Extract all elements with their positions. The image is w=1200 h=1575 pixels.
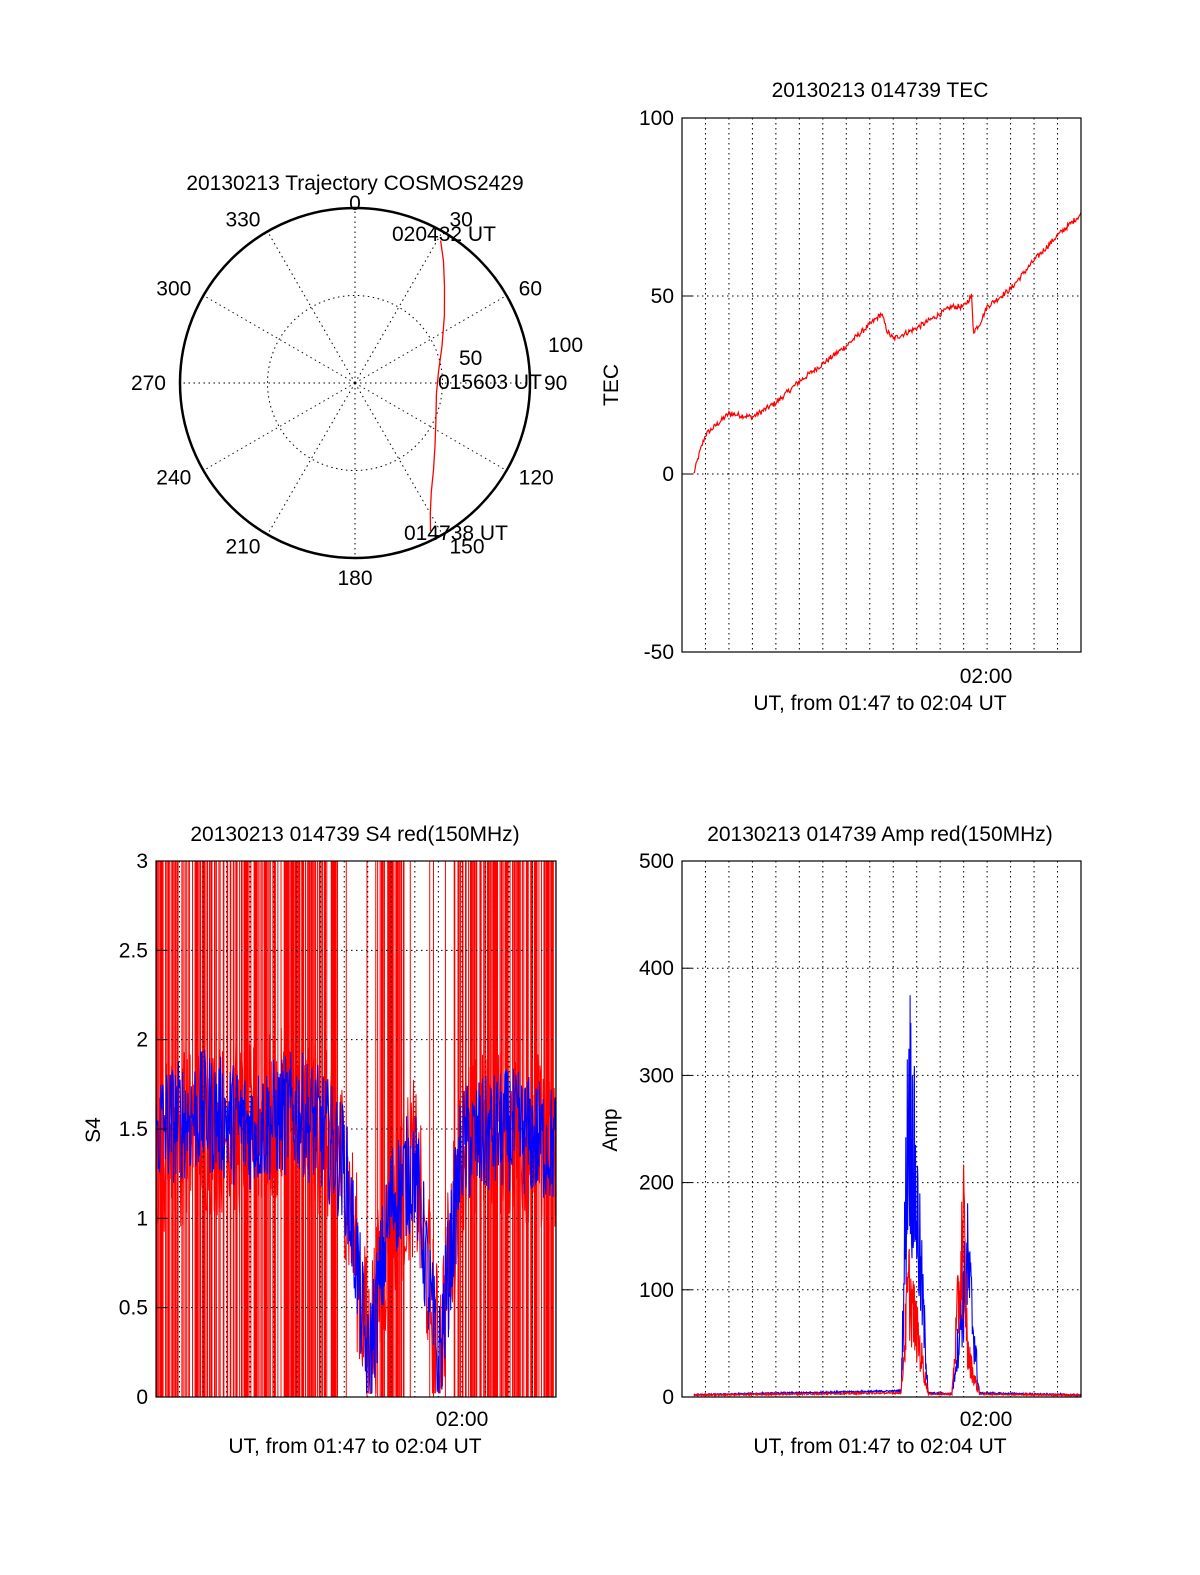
s4-series-blue	[155, 1049, 557, 1394]
polar-angle-tick: 60	[519, 278, 542, 301]
tec-plot-frame	[681, 117, 1082, 653]
s4-y-axis-label: S4	[82, 1117, 105, 1143]
polar-angle-tick: 150	[450, 536, 485, 559]
tec-y-ticks: 100 50 0 -50	[639, 107, 692, 664]
polar-radius-tick-50: 50	[459, 347, 482, 370]
polar-grid-circle	[267, 295, 443, 471]
tec-x-axis-label: UT, from 01:47 to 02:04 UT	[753, 692, 1006, 715]
amp-y-tick: 200	[639, 1172, 674, 1195]
polar-grid-spoke	[354, 295, 507, 384]
tec-y-tick: 0	[662, 463, 674, 486]
amp-x-tick-0200: 02:00	[960, 1408, 1013, 1431]
amp-y-axis-label: Amp	[599, 1108, 622, 1151]
polar-angle-tick: 330	[225, 208, 260, 231]
polar-trajectory-line	[429, 240, 446, 532]
amp-y-tick: 400	[639, 957, 674, 980]
polar-angle-tick: 90	[544, 372, 567, 395]
polar-grid-spoke	[354, 231, 443, 384]
amp-x-axis-label: UT, from 01:47 to 02:04 UT	[753, 1435, 1006, 1458]
polar-angle-tick: 180	[337, 567, 372, 590]
tec-y-tick: 100	[639, 107, 674, 130]
amp-y-ticks: 500 400 300 200 100 0	[639, 850, 692, 1409]
amp-plot-frame	[681, 860, 1082, 1398]
amp-series-red	[693, 1164, 1082, 1398]
amp-panel: 20130213 014739 Amp red(150MHz) 500 400 30…	[599, 823, 1082, 1458]
tec-series-red	[693, 212, 1082, 474]
s4-y-tick: 3	[136, 850, 148, 873]
s4-x-tick-0200: 02:00	[436, 1408, 489, 1431]
tec-y-tick: 50	[651, 285, 674, 308]
tec-y-axis-label: TEC	[600, 364, 623, 406]
polar-grid-spoke	[267, 231, 356, 384]
polar-grid-spoke	[354, 382, 443, 535]
amp-grid	[682, 861, 1081, 1397]
polar-title: 20130213 Trajectory COSMOS2429	[186, 172, 523, 195]
tec-title: 20130213 014739 TEC	[772, 79, 989, 102]
tec-y-tick: -50	[644, 641, 674, 664]
polar-grid-spoke	[203, 382, 356, 471]
s4-y-tick: 2.5	[119, 939, 148, 962]
tec-panel: 20130213 014739 TEC 100 50 0 -50 02:00 UT, …	[600, 79, 1082, 715]
polar-angle-tick: 210	[225, 536, 260, 559]
polar-grid-spoke	[354, 382, 507, 471]
s4-y-tick: 1.5	[119, 1118, 148, 1141]
s4-plot-frame	[155, 860, 557, 1398]
annotation-mid-time: 015603 UT	[438, 371, 542, 394]
s4-y-tick: 0.5	[119, 1297, 148, 1320]
amp-title: 20130213 014739 Amp red(150MHz)	[707, 823, 1053, 846]
polar-angle-tick: 240	[156, 467, 191, 490]
amp-series-blue	[693, 995, 1082, 1398]
polar-angle-tick: 30	[450, 208, 473, 231]
amp-y-tick: 100	[639, 1279, 674, 1302]
tec-x-tick-0200: 02:00	[960, 665, 1013, 688]
s4-y-ticks: 3 2.5 2 1.5 1 0.5 0	[119, 850, 166, 1409]
amp-y-tick: 500	[639, 850, 674, 873]
polar-radius-tick-100: 100	[548, 334, 583, 357]
s4-panel: 20130213 014739 S4 red(150MHz) 3 2.5 2 1.5 1…	[82, 823, 557, 1458]
polar-panel: 20130213 Trajectory COSMOS2429 0 30 60 90 12…	[131, 172, 583, 590]
s4-y-tick: 2	[136, 1029, 148, 1052]
amp-y-tick: 300	[639, 1064, 674, 1087]
s4-y-tick: 0	[136, 1386, 148, 1409]
polar-angle-tick: 120	[519, 467, 554, 490]
tec-grid	[682, 118, 1081, 652]
s4-y-tick: 1	[136, 1207, 148, 1230]
polar-frame	[178, 206, 532, 560]
polar-angle-ticks: 0 30 60 90 120 150 180 210 240 270 300 330	[131, 192, 567, 590]
polar-grid	[180, 208, 530, 558]
amp-y-tick: 0	[662, 1386, 674, 1409]
polar-grid-spoke	[203, 295, 356, 384]
polar-angle-tick: 270	[131, 372, 166, 395]
annotation-end-time: 020432 UT	[392, 223, 496, 246]
polar-angle-tick: 300	[156, 278, 191, 301]
s4-x-axis-label: UT, from 01:47 to 02:04 UT	[228, 1435, 481, 1458]
s4-title: 20130213 014739 S4 red(150MHz)	[190, 823, 519, 846]
annotation-start-time: 014738 UT	[404, 522, 508, 545]
polar-grid-spoke	[267, 382, 356, 535]
polar-angle-tick: 0	[349, 192, 361, 215]
